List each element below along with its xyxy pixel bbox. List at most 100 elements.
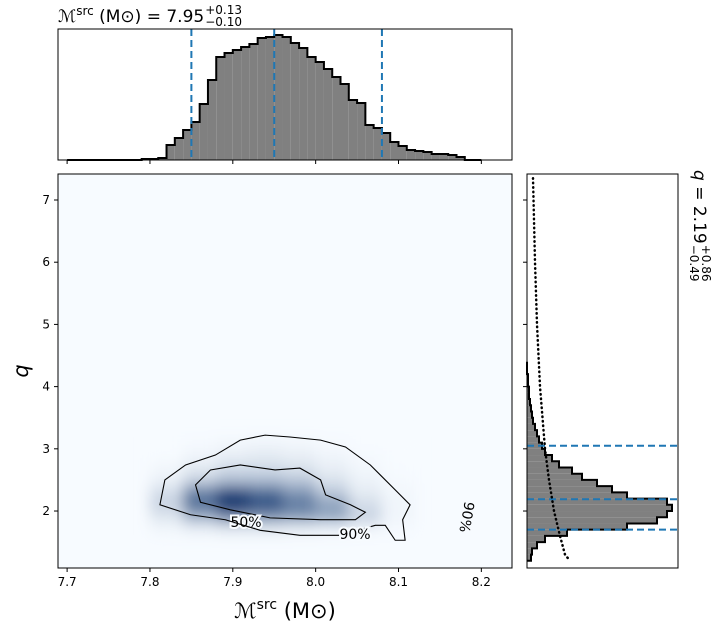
panel-frame — [57, 173, 513, 569]
y-tick-label: 2 — [42, 504, 50, 518]
histogram-bar — [265, 37, 275, 160]
heatmap-cell — [348, 473, 382, 487]
heatmap-cell — [183, 523, 217, 536]
histogram-bar — [174, 138, 184, 160]
x-tick-label: 7.7 — [58, 575, 77, 589]
heatmap-cell — [348, 511, 382, 524]
heatmap-cell — [249, 523, 283, 536]
histogram-bar — [423, 152, 432, 160]
panel-frame — [526, 173, 679, 569]
histogram-bar — [340, 84, 349, 160]
histogram-bar — [527, 436, 539, 443]
heatmap-cell — [183, 448, 217, 462]
heatmap-cell — [149, 498, 184, 512]
title-lower: −0.10 — [205, 15, 242, 29]
title-upper: +0.13 — [205, 3, 242, 17]
histogram-bar — [290, 43, 300, 160]
heatmap-cell — [216, 523, 250, 536]
histogram-bar — [357, 103, 366, 160]
heatmap-cell — [282, 498, 316, 512]
histogram-bar — [527, 554, 531, 561]
heatmap-cell — [249, 436, 283, 449]
title-unit: (M⊙) = — [94, 7, 167, 27]
heatmap-cell — [149, 448, 184, 462]
heatmap-cell — [282, 436, 316, 449]
histogram-bar — [390, 142, 399, 160]
histogram-bar — [365, 125, 374, 160]
heatmap-cell — [216, 461, 250, 474]
histogram-bar — [381, 133, 391, 160]
heatmap-cell — [216, 486, 250, 499]
heatmap-cell — [348, 461, 382, 474]
heatmap-cell — [216, 473, 250, 487]
x-tick-label: 8.0 — [306, 575, 325, 589]
y-tick-label: 5 — [42, 317, 50, 331]
histogram-bar — [299, 48, 308, 160]
heatmap-cell — [348, 436, 382, 449]
panel-frame — [57, 28, 513, 161]
heatmap-cell — [149, 486, 184, 499]
y-tick-label: 3 — [42, 442, 50, 456]
top-title: ℳsrc (M⊙) = 7.95 — [58, 4, 204, 27]
right-title: q = 2.19 — [689, 170, 709, 244]
heatmap-cell — [348, 486, 382, 499]
histogram-bar — [527, 511, 667, 518]
right-title-group: q = 2.19 +0.86−0.49 — [687, 170, 713, 281]
histogram-bar — [527, 399, 530, 406]
histogram-bar — [373, 128, 382, 160]
x-label-symbol: ℳ — [234, 599, 256, 623]
histogram-bar — [456, 157, 465, 160]
heatmap-cell — [183, 486, 217, 499]
heatmap-cell — [282, 461, 316, 474]
heatmap-cell — [315, 448, 349, 462]
histogram-bar — [527, 535, 545, 543]
heatmap-cell — [381, 473, 416, 487]
heatmap-cell — [183, 436, 217, 449]
heatmap-cell — [381, 523, 416, 536]
histogram-bar — [307, 57, 316, 160]
histogram-bar — [448, 155, 457, 160]
x-label-sup: src — [257, 597, 277, 613]
heatmap-cell — [348, 523, 382, 536]
histogram-outline — [67, 34, 482, 161]
heatmap-cell — [183, 461, 217, 474]
histogram-bar — [439, 154, 449, 160]
heatmap-cell — [315, 511, 349, 524]
contour — [194, 464, 367, 521]
heatmap-cell — [348, 498, 382, 512]
heatmap-cell — [183, 498, 217, 512]
histogram-bar — [527, 423, 535, 431]
title-value: 7.95 — [166, 7, 204, 27]
prior-line — [531, 176, 572, 563]
heatmap-clip — [149, 436, 416, 536]
histogram-bar — [527, 455, 552, 462]
histogram-bar — [274, 35, 283, 160]
heatmap — [149, 436, 416, 536]
histogram-bar — [323, 69, 333, 160]
histogram-bar — [527, 548, 532, 555]
histogram-bar — [191, 122, 200, 160]
histogram-bar — [431, 154, 440, 160]
heatmap-cell — [249, 461, 283, 474]
title-symbol: q = — [689, 170, 709, 206]
histogram-bar — [224, 53, 233, 160]
heatmap-cell — [282, 448, 316, 462]
heatmap-cell — [183, 473, 217, 487]
heatmap-cell — [249, 448, 283, 462]
heatmap-cell — [149, 473, 184, 487]
heatmap-cell — [249, 486, 283, 499]
histogram-bar — [527, 473, 582, 480]
contour-label: 50% — [230, 515, 261, 531]
histogram-bar — [527, 442, 542, 449]
histogram-bar — [166, 145, 175, 160]
heatmap-cell — [315, 461, 349, 474]
x-tick-label: 7.8 — [140, 575, 159, 589]
y-axis-label: q — [9, 364, 33, 377]
title-value: 2.19 — [689, 206, 709, 244]
histogram-bar — [199, 104, 208, 160]
x-tick-label: 8.2 — [472, 575, 491, 589]
histogram-bar — [527, 529, 567, 536]
heatmap-cell — [149, 511, 184, 524]
histogram-bar — [527, 523, 627, 530]
